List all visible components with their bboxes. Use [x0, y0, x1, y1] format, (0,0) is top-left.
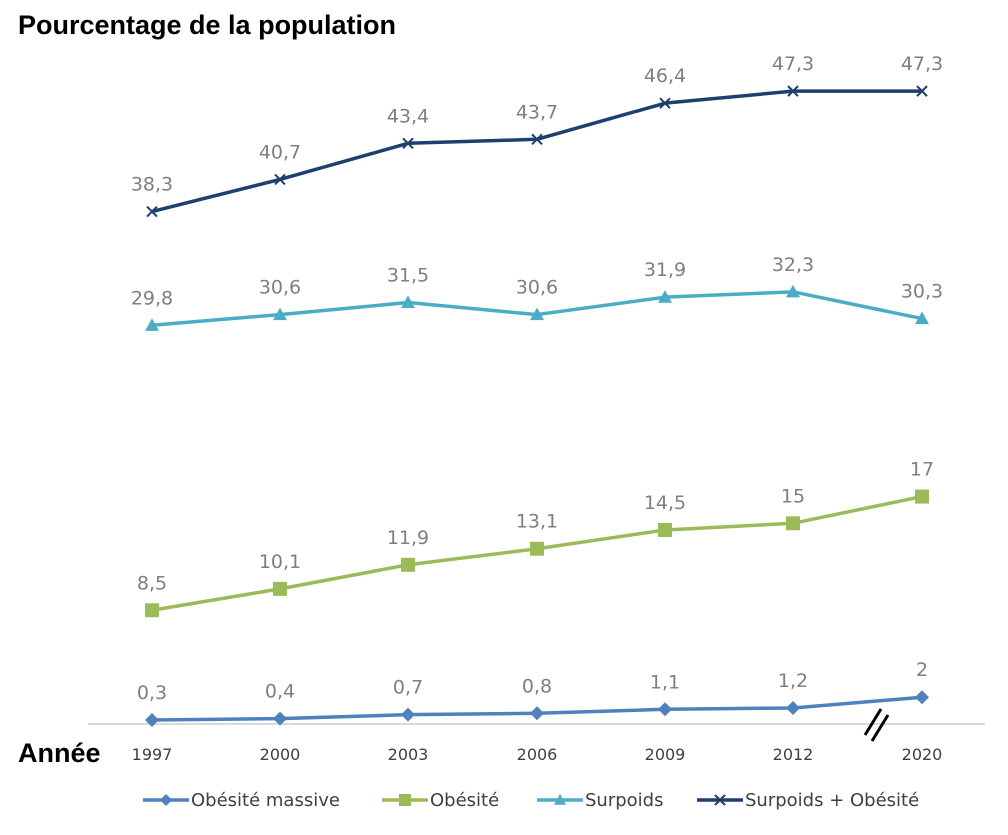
data-label: 13,1 [516, 511, 558, 533]
data-label: 30,6 [516, 277, 558, 299]
x-tick-label: 2000 [260, 745, 301, 764]
x-tick-label: 1997 [132, 745, 173, 764]
legend-label: Obésité [430, 790, 499, 811]
data-label: 31,9 [644, 259, 686, 281]
chart-title: Pourcentage de la population [18, 10, 397, 40]
data-point [530, 706, 544, 721]
data-point [401, 295, 415, 309]
data-label: 0,8 [522, 675, 552, 697]
data-label: 0,3 [137, 682, 167, 704]
data-label: 15 [781, 485, 805, 507]
data-point [274, 173, 286, 186]
legend-label: Surpoids + Obésité [745, 790, 919, 811]
data-label: 17 [910, 459, 934, 481]
data-label: 11,9 [387, 527, 429, 549]
data-label: 30,6 [259, 277, 301, 299]
data-label: 40,7 [259, 141, 301, 163]
data-label: 10,1 [259, 551, 301, 573]
axis-break-icon [863, 708, 890, 742]
data-label: 32,3 [772, 254, 814, 276]
data-point [401, 707, 415, 722]
data-point [531, 133, 543, 146]
data-point [786, 516, 800, 531]
data-point [916, 85, 928, 97]
data-label: 38,3 [131, 174, 173, 196]
data-point [658, 702, 672, 717]
data-label: 0,4 [265, 681, 295, 703]
legend-marker-square-icon [399, 794, 411, 806]
data-point [915, 690, 929, 705]
data-label: 46,4 [644, 65, 686, 87]
data-point [530, 307, 544, 321]
x-tick-label: 2020 [902, 745, 943, 764]
data-point [273, 307, 287, 321]
data-point [659, 97, 671, 109]
x-tick-label: 2006 [517, 745, 558, 764]
data-label: 30,3 [901, 281, 943, 303]
data-point [786, 700, 800, 715]
data-label: 31,5 [387, 265, 429, 287]
data-point [786, 284, 800, 298]
data-label: 29,8 [131, 287, 173, 309]
data-label: 47,3 [772, 53, 814, 75]
data-label: 0,7 [393, 677, 423, 699]
data-label: 47,3 [901, 53, 943, 75]
data-point [145, 318, 159, 331]
x-tick-label: 2003 [388, 745, 429, 764]
data-point [787, 85, 799, 97]
legend-marker-triangle-icon [554, 794, 566, 805]
data-label: 1,1 [650, 671, 680, 693]
data-point [658, 522, 672, 537]
data-point [401, 557, 415, 572]
data-point [145, 712, 159, 727]
data-point [658, 290, 672, 303]
x-tick-label: 2009 [645, 745, 686, 764]
legend-label: Surpoids [585, 790, 663, 811]
data-point [145, 603, 159, 618]
legend-marker-diamond-icon [160, 794, 172, 806]
x-tick-label: 2012 [773, 745, 814, 764]
data-point [402, 137, 414, 150]
data-label: 2 [916, 659, 928, 681]
legend-marker-x-icon [714, 794, 726, 806]
data-point [273, 581, 287, 596]
data-point [915, 311, 929, 325]
data-point [273, 711, 287, 726]
data-label: 14,5 [644, 492, 686, 514]
data-point [530, 541, 544, 556]
data-label: 43,7 [516, 101, 558, 123]
data-label: 8,5 [137, 572, 167, 594]
legend-label: Obésité massive [191, 790, 340, 811]
data-label: 43,4 [387, 105, 429, 127]
data-point [915, 489, 929, 504]
x-axis-label: Année [18, 738, 101, 768]
data-point [146, 205, 158, 218]
data-label: 1,2 [778, 670, 808, 692]
